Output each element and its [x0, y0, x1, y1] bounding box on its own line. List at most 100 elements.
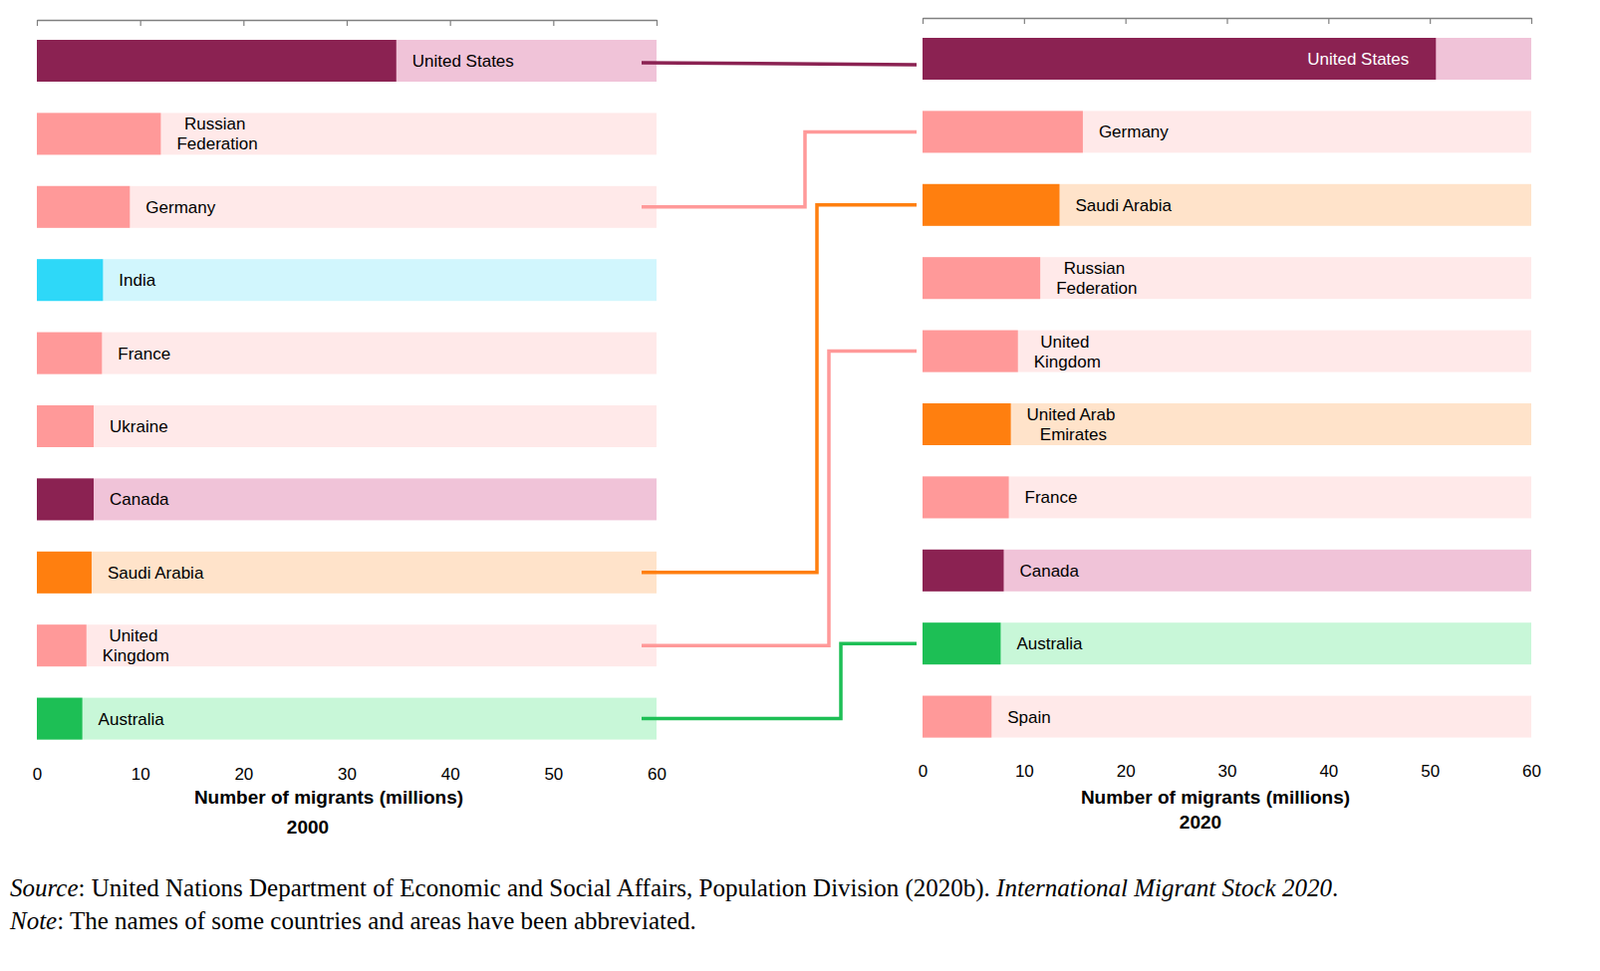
bar-background [36, 698, 657, 741]
tick: 20 [1116, 762, 1136, 782]
tick-mark [1125, 17, 1127, 24]
tick-label: 50 [1420, 762, 1440, 782]
tick [140, 19, 142, 26]
tick-mark [1328, 17, 1330, 24]
category-label: Canada [109, 490, 170, 510]
bar-backgrounds [36, 39, 657, 741]
source-part: International Migrant Stock 2020 [995, 874, 1333, 902]
connector [641, 351, 917, 647]
category-label: United States [412, 51, 515, 71]
category-label: Germany [145, 198, 216, 218]
tick-mark [1429, 17, 1431, 24]
category-label: United Kingdom [1034, 332, 1101, 372]
category-labels: United StatesGermanySaudi ArabiaRussian … [1007, 49, 1409, 728]
category-label: United Arab Emirates [1027, 405, 1121, 445]
chart: United StatesRussian FederationGermanyIn… [36, 39, 657, 741]
tick-mark [1024, 17, 1026, 24]
tick-mark [552, 19, 554, 26]
tick-label: 20 [1116, 762, 1136, 782]
bar-background [36, 405, 657, 448]
tick: 60 [1522, 762, 1542, 782]
bar [922, 184, 1060, 227]
bars [922, 37, 1436, 739]
bar-background [36, 186, 657, 229]
tick-mark [140, 19, 142, 26]
tick: 0 [918, 762, 928, 782]
tick [1024, 17, 1026, 24]
tick-mark [656, 19, 658, 26]
bar-background [36, 332, 657, 375]
bar-background [36, 551, 657, 594]
connector [641, 131, 917, 207]
bar [36, 39, 397, 82]
bar [922, 476, 1010, 519]
bar [36, 478, 94, 521]
bar [36, 698, 83, 741]
category-label: Saudi Arabia [107, 563, 205, 583]
bar-background [922, 37, 1532, 80]
category-label: Ukraine [109, 417, 169, 437]
axis-title: Number of migrants (millions) [194, 787, 464, 808]
category-label: Saudi Arabia [1074, 196, 1172, 216]
tick [1429, 17, 1431, 24]
category-label: Germany [1098, 122, 1169, 142]
tick-label: 50 [543, 765, 563, 785]
tick: 30 [1218, 762, 1238, 782]
tick [922, 17, 924, 24]
tick: 40 [441, 765, 461, 785]
bar [922, 696, 992, 739]
tick: 10 [131, 765, 151, 785]
category-label: Russian Federation [176, 114, 258, 154]
tick: 30 [337, 765, 357, 785]
bar-background [922, 184, 1532, 227]
tick [1531, 17, 1533, 24]
tick [450, 19, 452, 26]
bar [922, 622, 1001, 665]
tick: 50 [1420, 762, 1440, 782]
bar [922, 330, 1019, 373]
tick-label: 40 [1319, 762, 1338, 782]
bar [36, 186, 130, 229]
axis-title: Number of migrants (millions) [1080, 787, 1350, 808]
tick-mark [922, 17, 924, 24]
category-label: United States [1307, 49, 1409, 69]
tick-label: 20 [234, 765, 254, 785]
chart: United StatesGermanySaudi ArabiaRussian … [922, 37, 1532, 739]
source-part: . [1332, 874, 1338, 902]
tick-label: 30 [337, 765, 357, 785]
connectors [641, 62, 917, 720]
tick-mark [450, 19, 452, 26]
tick [36, 19, 38, 26]
tick-label: 60 [647, 765, 667, 785]
bar-background [922, 549, 1532, 592]
bar-background [922, 476, 1532, 519]
bar [922, 110, 1083, 153]
tick [243, 19, 245, 26]
tick-label: 30 [1218, 762, 1238, 782]
bar [922, 549, 1004, 592]
note-part: : The names of some countries and areas … [56, 907, 697, 935]
source-part: Source [9, 874, 79, 902]
category-label: Canada [1019, 561, 1079, 581]
bar-background [36, 112, 657, 155]
bottom-axis: 0 10 20 30 40 50 60 [918, 762, 1542, 782]
bar-background [922, 403, 1532, 446]
tick-mark [1531, 17, 1533, 24]
tick: 10 [1015, 762, 1035, 782]
chart-title: 2020 [1179, 811, 1222, 833]
bar-background [36, 39, 657, 82]
bar [36, 624, 87, 667]
bar [922, 257, 1041, 299]
bar [36, 259, 103, 301]
top-axis [37, 19, 658, 26]
category-label: France [1025, 488, 1078, 508]
bar-background [922, 622, 1532, 665]
tick-mark [1226, 17, 1228, 24]
source-part: : United Nations Department of Economic … [78, 874, 998, 903]
chart-title: 2000 [286, 816, 329, 838]
connector [641, 62, 917, 65]
tick-mark [243, 19, 245, 26]
tick [1227, 17, 1229, 24]
bar [36, 551, 92, 594]
category-label: Australia [1016, 634, 1083, 654]
